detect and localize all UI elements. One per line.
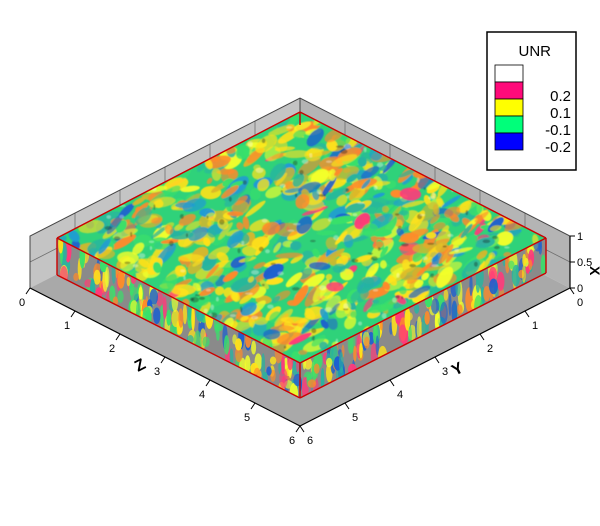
legend-label: 0.1 [550,105,571,122]
z-tick-label: 2 [109,343,115,355]
legend-swatch [494,132,524,151]
legend-items: 0.20.1-0.1-0.2 [494,64,571,156]
z-tick-label: 1 [64,320,70,332]
z-axis-title: Z [132,356,149,376]
legend-label: 0.2 [550,88,571,105]
z-axis-ticks: 0 1 2 3 4 5 6 [19,287,301,447]
legend-title: UNR [519,43,552,60]
x-tick-label: 0.5 [577,257,592,269]
y-tick-label: 3 [442,366,448,378]
z-tick-label: 4 [199,389,205,401]
legend: UNR 0.20.1-0.1-0.2 [486,31,577,171]
y-axis-ticks: 0 1 2 3 4 5 6 [299,287,583,447]
isosurface-top [57,112,542,362]
legend-swatch [494,98,524,117]
y-tick-label: 0 [577,297,583,309]
legend-swatch [494,115,524,134]
y-tick-label: 6 [307,435,313,447]
y-tick-label: 4 [397,389,403,401]
y-tick-label: 1 [532,320,538,332]
x-axis-ticks: 00.51 [570,231,592,295]
legend-swatch [494,81,524,100]
z-tick-label: 5 [244,412,250,424]
domain-box-outline [56,111,547,399]
y-axis-title: Y [449,359,467,379]
z-tick-label: 3 [154,366,160,378]
z-tick-label: 0 [19,297,25,309]
x-tick-label: 1 [577,231,583,243]
x-tick-label: 0 [577,283,583,295]
x-axis: 00.51 X [569,231,600,295]
legend-label: -0.2 [545,139,571,156]
legend-swatch [494,64,524,83]
legend-label: -0.1 [545,122,571,139]
x-axis-title: X [587,266,600,276]
z-tick-label: 6 [289,435,295,447]
y-tick-label: 2 [487,343,493,355]
y-tick-label: 5 [352,412,358,424]
